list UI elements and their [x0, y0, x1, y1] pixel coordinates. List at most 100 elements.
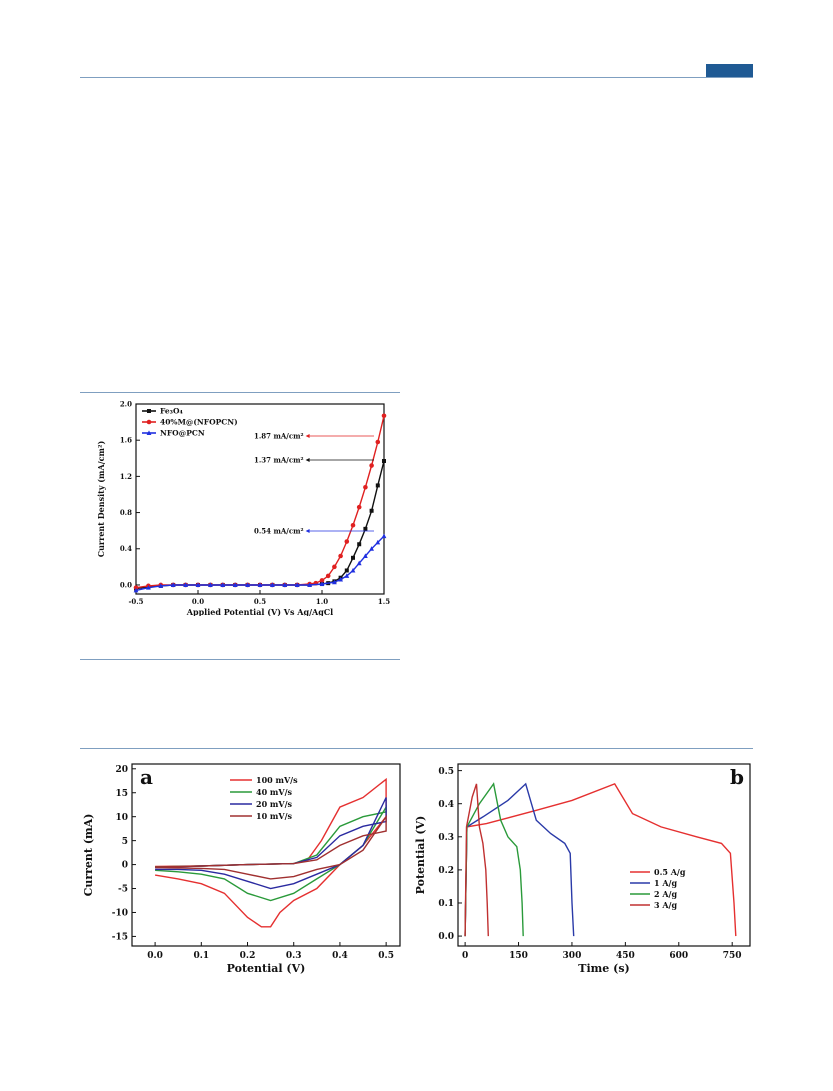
data-point — [375, 483, 380, 488]
figure-bottom-rule — [80, 659, 400, 660]
y-tick-label: -15 — [112, 933, 128, 943]
y-axis-label: Current Density (mA/cm²) — [96, 441, 106, 558]
data-point — [344, 539, 350, 544]
header-tab — [706, 64, 753, 77]
cv-chart-svg: 0.0 0.1 0.2 0.3 0.4 0.5 -15 -10 -5 0 5 10 15 20 Potent… — [82, 763, 401, 975]
x-tick-label: -0.5 — [128, 597, 143, 606]
data-point — [382, 459, 386, 463]
lsv-chart-svg: -0.5 0.0 0.5 1.0 1.5 0.0 0.4 0.8 1.2 1.6 2.0 Applie… — [96, 399, 390, 617]
series-line-3 — [135, 535, 385, 592]
legend-marker — [147, 409, 151, 413]
figure-top-rule — [80, 392, 400, 393]
annotation-arrowhead — [305, 458, 310, 462]
y-axis-label: Potential (V) — [414, 816, 427, 895]
series-line-2 — [135, 415, 385, 589]
y-tick-label: 0.8 — [120, 508, 132, 517]
data-point — [369, 463, 374, 468]
data-point — [369, 508, 374, 513]
panel-label: b — [730, 765, 744, 789]
data-point — [232, 582, 238, 587]
y-tick-label: 2.0 — [120, 399, 132, 408]
legend-label-4: 10 mV/s — [256, 811, 293, 821]
data-point — [220, 582, 226, 587]
series-line-4 — [155, 814, 387, 880]
data-point — [332, 564, 337, 570]
data-point — [282, 582, 288, 587]
y-tick-label: 15 — [115, 789, 128, 799]
y-tick-label: 0.2 — [438, 866, 454, 876]
annotation-label-2: 1.37 mA/cm² — [254, 456, 304, 465]
series-line-1 — [464, 783, 737, 937]
y-tick-label: 1.6 — [120, 436, 132, 445]
x-tick-label: 1.0 — [316, 597, 328, 606]
data-point — [146, 585, 151, 590]
data-point — [195, 582, 201, 587]
data-point — [381, 413, 387, 419]
data-point — [357, 542, 362, 547]
data-point — [363, 484, 368, 490]
y-tick-label: 0.5 — [438, 767, 454, 777]
x-axis-label: Applied Potential (V) Vs Ag/AgCl — [186, 607, 333, 616]
data-point — [363, 553, 368, 558]
annotation-arrowhead — [305, 434, 310, 438]
data-point — [351, 555, 355, 560]
series-line-2 — [464, 782, 575, 937]
y-axis-label: Current (mA) — [82, 814, 95, 897]
y-tick-label: 0.4 — [438, 800, 454, 810]
gcd-chart: 0 150 300 450 600 750 0.0 0.1 0.2 0.3 0.4 0.5 Time (… — [412, 756, 757, 988]
x-tick-label: 0.4 — [332, 951, 348, 961]
data-point — [319, 581, 325, 587]
data-point — [375, 539, 381, 545]
legend-label-2: 40%M@(NFOPCN) — [160, 418, 238, 427]
data-point — [158, 583, 164, 588]
data-point — [363, 526, 368, 531]
x-tick-label: 0.0 — [147, 951, 163, 961]
legend-label-2: 1 A/g — [654, 878, 677, 888]
x-tick-label: 150 — [509, 951, 528, 961]
data-point — [350, 567, 356, 573]
data-point — [183, 582, 188, 587]
y-tick-label: 5 — [122, 837, 128, 847]
x-tick-label: 750 — [723, 951, 742, 961]
data-point — [208, 582, 213, 587]
x-axis-label: Time (s) — [578, 962, 629, 975]
header-rule — [80, 77, 753, 78]
legend-label-3: NFO@PCN — [160, 429, 205, 438]
legend-label-1: 0.5 A/g — [654, 867, 686, 877]
lsv-chart: -0.5 0.0 0.5 1.0 1.5 0.0 0.4 0.8 1.2 1.6 2.0 Applie… — [80, 396, 400, 617]
plot-frame — [131, 763, 401, 947]
legend-label-1: Fe₃O₄ — [160, 407, 184, 416]
data-point — [332, 579, 337, 585]
annotation-arrowhead — [305, 529, 310, 533]
y-tick-label: 0.1 — [438, 899, 454, 909]
x-tick-label: 1.5 — [378, 597, 390, 606]
x-tick-label: 0 — [462, 951, 468, 961]
x-tick-label: 0.0 — [192, 597, 204, 606]
data-point — [356, 560, 362, 566]
x-tick-label: 300 — [563, 951, 582, 961]
gcd-chart-svg: 0 150 300 450 600 750 0.0 0.1 0.2 0.3 0.4 0.5 Time (… — [414, 763, 751, 975]
data-point — [344, 573, 350, 578]
y-tick-label: 20 — [115, 765, 128, 775]
x-tick-label: 0.5 — [254, 597, 266, 606]
legend-label-1: 100 mV/s — [256, 775, 298, 785]
data-point — [257, 582, 263, 587]
x-tick-label: 600 — [669, 951, 688, 961]
series-line-3 — [464, 782, 524, 937]
annotation-label-3: 0.54 mA/cm² — [254, 527, 304, 536]
data-point — [307, 582, 312, 587]
series-line-2 — [155, 804, 387, 902]
data-point — [133, 585, 139, 590]
data-point — [133, 587, 139, 593]
legend-label-3: 2 A/g — [654, 889, 677, 899]
legend-marker — [146, 430, 152, 435]
data-point — [338, 576, 343, 582]
x-tick-label: 0.1 — [193, 951, 209, 961]
data-point — [245, 582, 250, 587]
y-tick-label: 10 — [115, 813, 128, 823]
data-point — [375, 439, 381, 445]
data-point — [338, 553, 343, 559]
data-point — [344, 568, 349, 573]
plot-frame — [457, 763, 751, 947]
data-point — [369, 546, 374, 551]
